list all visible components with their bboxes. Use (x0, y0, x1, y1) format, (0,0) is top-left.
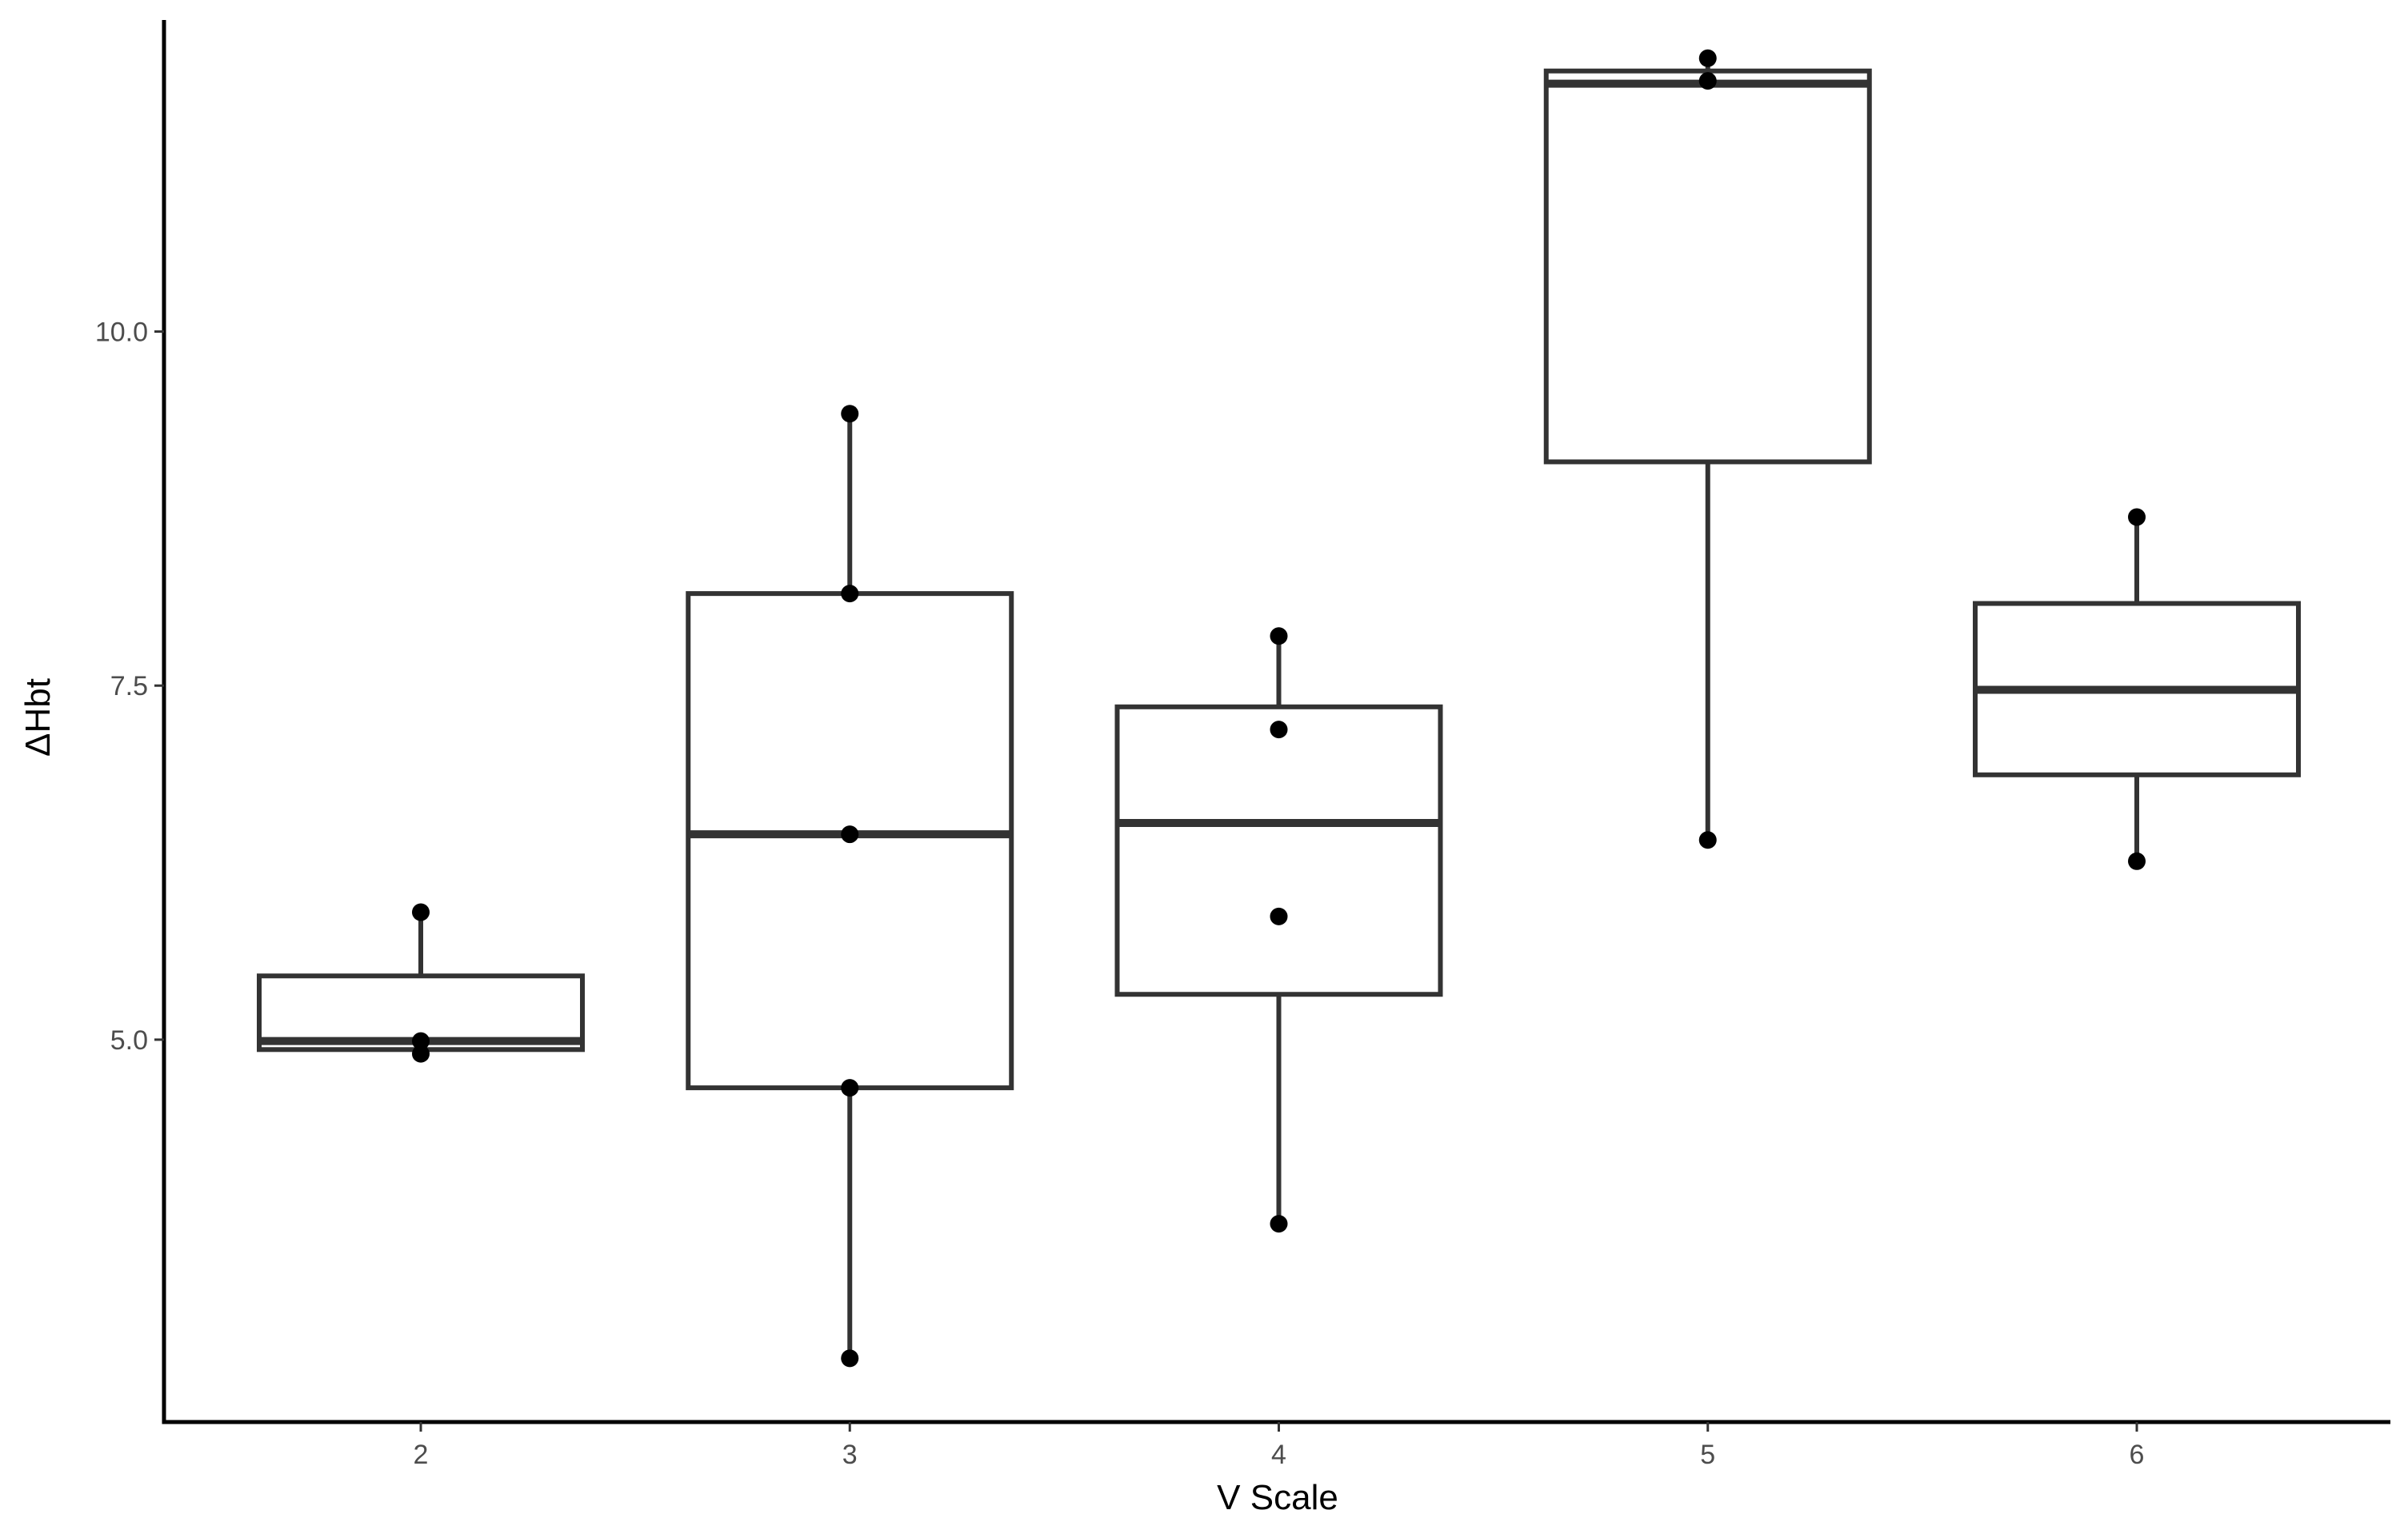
data-point-3-3 (841, 1079, 859, 1097)
y-tick-label: 10.0 (95, 318, 148, 348)
y-ticks-layer: 5.0 7.5 10.0 (95, 318, 164, 1056)
data-point-5-1 (1698, 72, 1717, 90)
box-4 (1114, 704, 1443, 997)
data-point-4-2 (1270, 907, 1288, 925)
data-point-3-1 (841, 585, 859, 603)
x-ticks-layer: 2 3 4 5 6 (414, 1422, 2145, 1470)
data-point-6-1 (2128, 852, 2146, 870)
data-point-4-3 (1270, 1215, 1288, 1233)
y-axis-title: ΔHbt (18, 678, 58, 757)
data-point-2-1 (412, 1032, 430, 1050)
boxes-layer (257, 58, 2301, 1359)
data-point-5-2 (1698, 831, 1717, 849)
x-tick-label: 2 (414, 1440, 429, 1470)
data-point-3-0 (841, 405, 859, 423)
box-group-5 (1543, 58, 1872, 841)
box-group-6 (1973, 517, 2301, 861)
data-point-2-0 (412, 903, 430, 921)
data-point-3-4 (841, 1349, 859, 1368)
y-tick-label: 7.5 (110, 671, 148, 701)
x-axis-title: V Scale (1217, 1478, 1338, 1517)
data-point-2-2 (412, 1045, 430, 1063)
data-point-6-0 (2128, 508, 2146, 526)
data-point-4-1 (1270, 721, 1288, 739)
y-tick-label: 5.0 (110, 1025, 148, 1056)
box-group-3 (686, 413, 1014, 1359)
box-group-2 (257, 912, 585, 1053)
points-layer (412, 49, 2146, 1368)
data-point-5-0 (1698, 49, 1717, 67)
x-tick-label: 5 (1700, 1440, 1715, 1470)
box-group-4 (1114, 636, 1443, 1224)
data-point-3-2 (841, 825, 859, 844)
data-point-4-0 (1270, 627, 1288, 645)
x-tick-label: 3 (842, 1440, 858, 1470)
x-tick-label: 6 (2130, 1440, 2145, 1470)
box-5 (1543, 68, 1872, 465)
x-tick-label: 4 (1271, 1440, 1286, 1470)
